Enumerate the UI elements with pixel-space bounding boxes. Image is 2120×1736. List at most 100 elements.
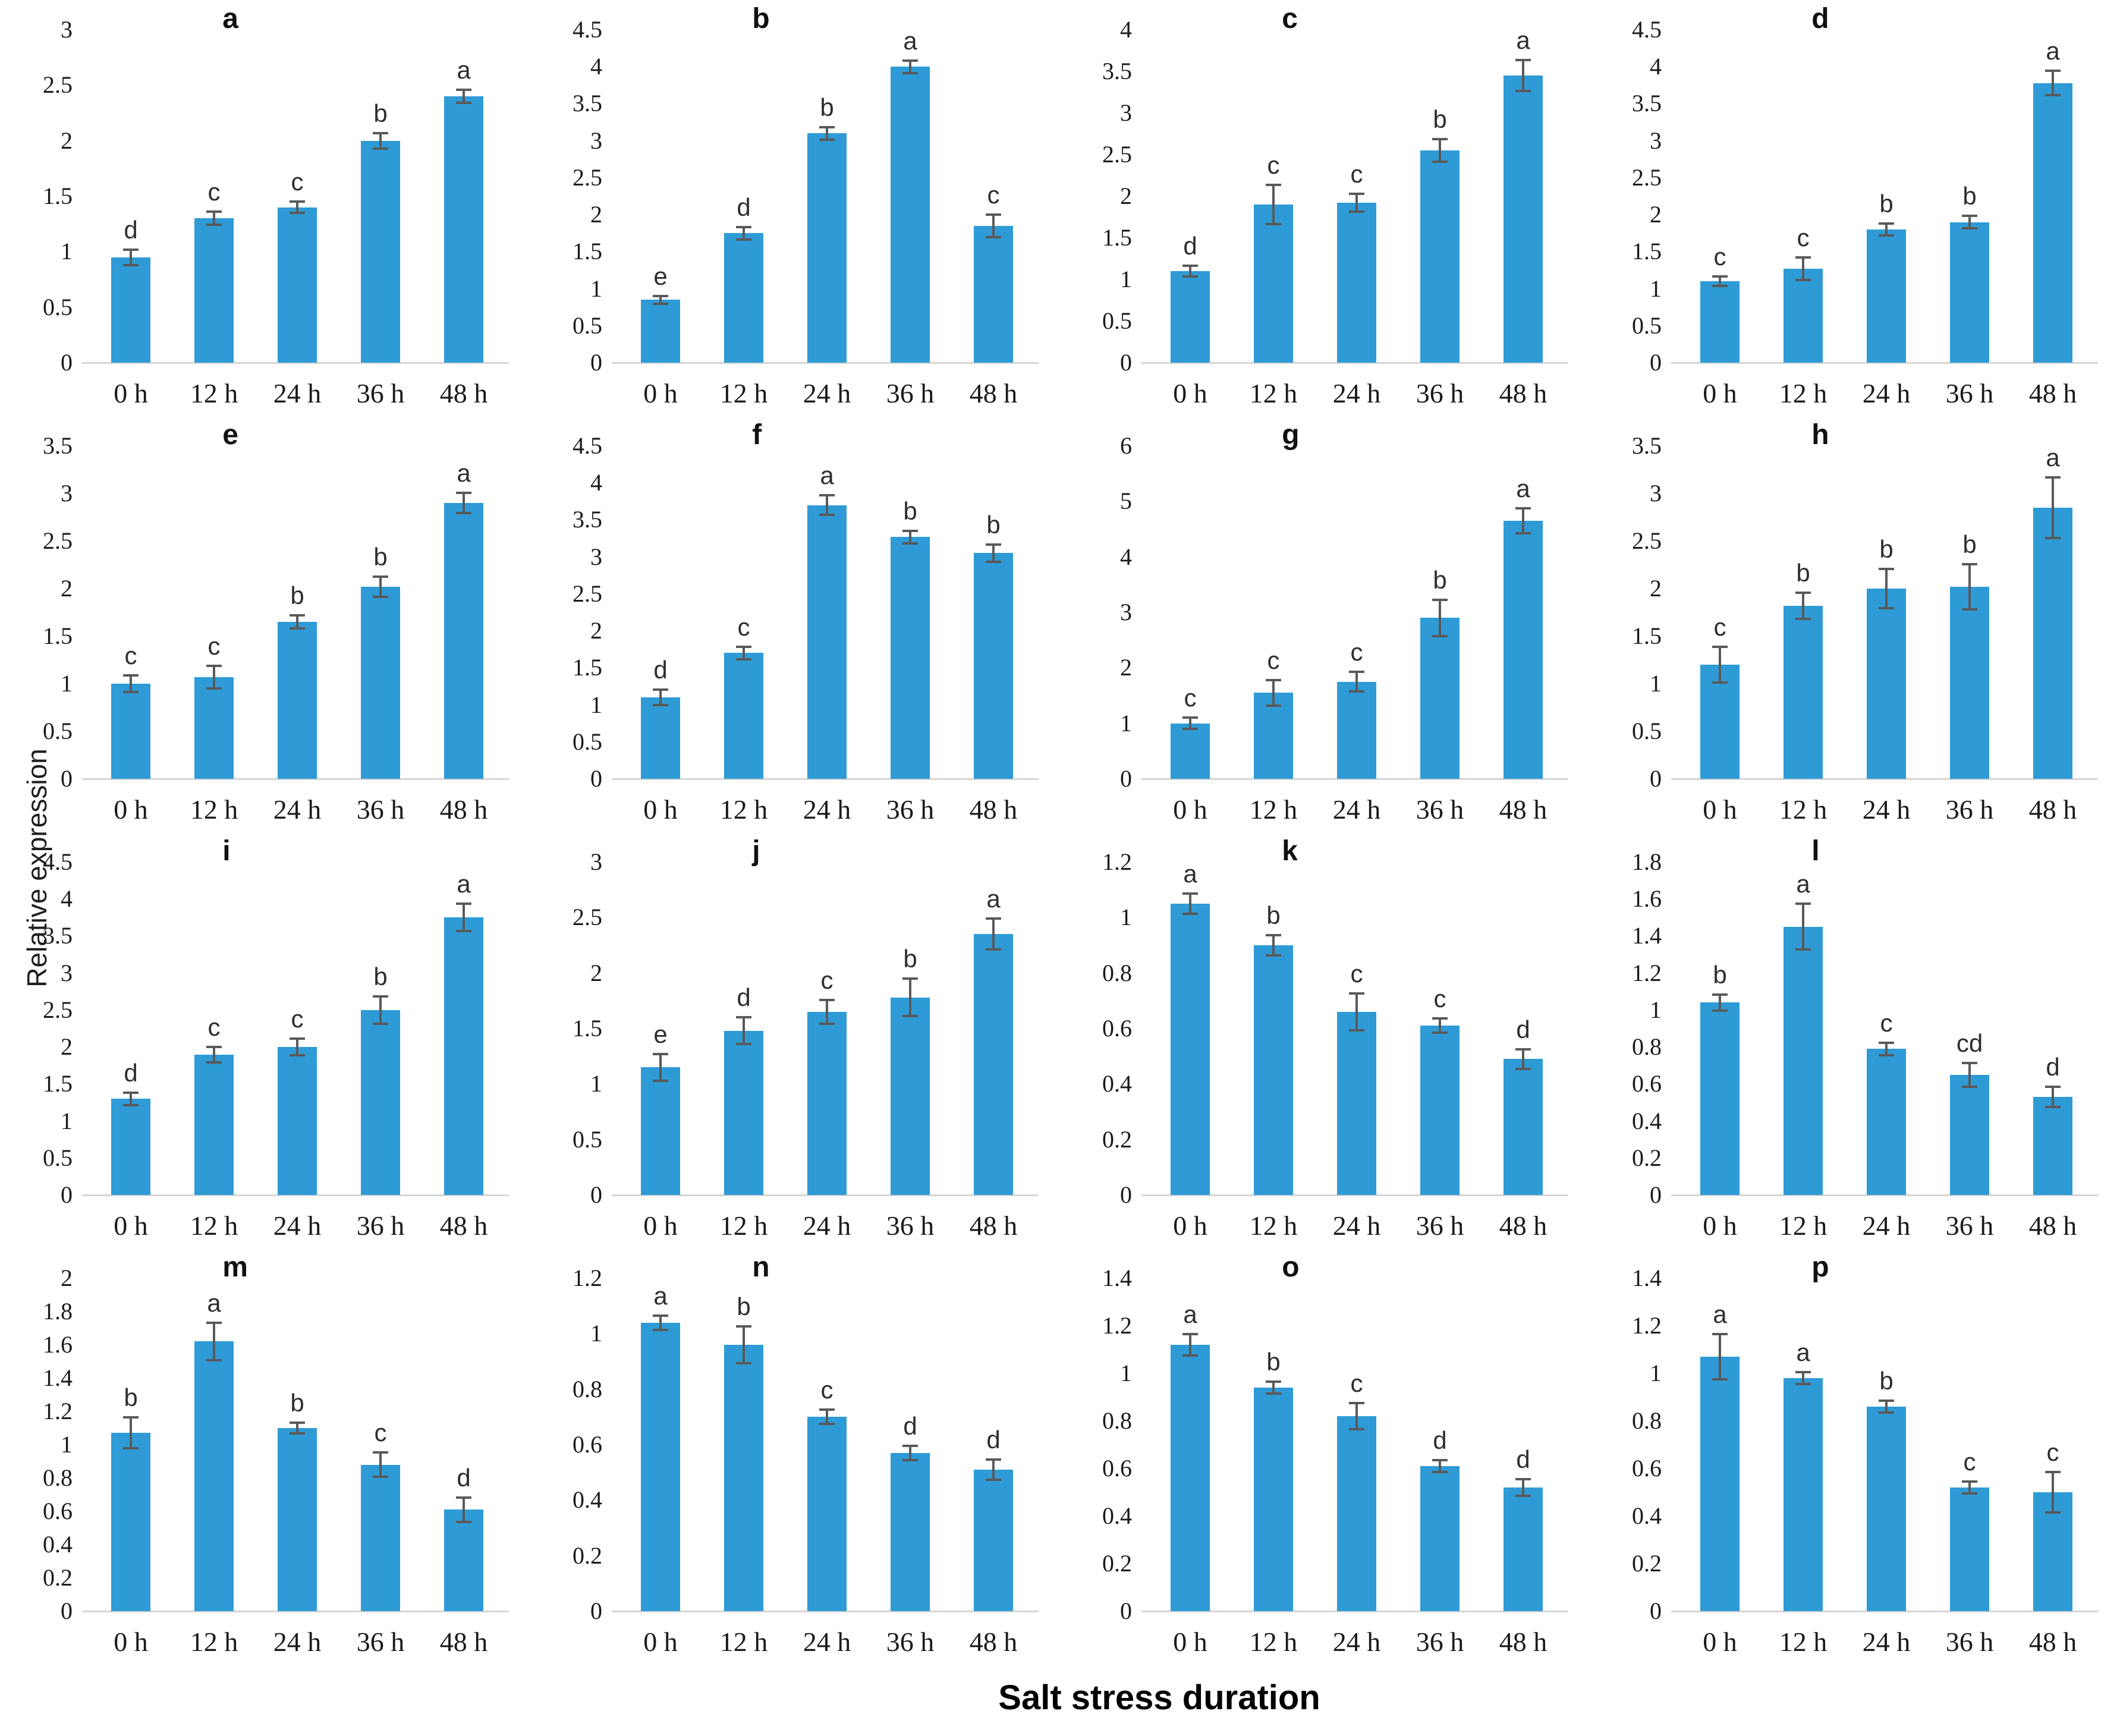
bar: [1950, 1074, 1989, 1195]
panel-letter: k: [1282, 835, 1298, 867]
bar: [891, 1453, 930, 1611]
error-bar-stem: [379, 575, 382, 598]
error-bar-cap-top: [986, 213, 1001, 216]
error-bar-cap-top: [1962, 215, 1977, 218]
error-bar-cap-top: [1432, 138, 1448, 140]
error-bar-cap-bottom: [1879, 607, 1894, 610]
y-tick-label: 1.8: [43, 1298, 73, 1325]
y-tick-label: 0.8: [1632, 1033, 1662, 1061]
bar: [361, 140, 400, 363]
error-bar-stem: [743, 1325, 745, 1364]
error-bar: [2044, 1471, 2061, 1514]
error-bar: [372, 1451, 389, 1478]
error-bar-cap-bottom: [1349, 1428, 1364, 1430]
error-bar-cap-top: [1879, 1400, 1894, 1402]
significance-letter: d: [986, 1426, 1001, 1454]
bar: [1171, 723, 1210, 779]
y-tick-label: 0.2: [1632, 1144, 1662, 1171]
y-tick-label: 0: [61, 349, 73, 376]
x-category-label: 0 h: [114, 1210, 148, 1241]
error-bar: [985, 213, 1002, 238]
significance-letter: a: [457, 458, 471, 487]
significance-letter: d: [1516, 1445, 1530, 1473]
x-category-label: 36 h: [1945, 1627, 1994, 1657]
error-bar-stem: [1272, 184, 1275, 225]
error-bar: [372, 995, 389, 1025]
x-axis-line: [1671, 778, 2098, 780]
y-tick-label: 3: [590, 848, 602, 875]
y-tick-label: 0.6: [1102, 1455, 1132, 1482]
x-category-label: 36 h: [356, 1210, 405, 1241]
error-bar-stem: [1802, 902, 1804, 951]
significance-letter: a: [1796, 870, 1810, 898]
error-bar-cap-top: [1515, 1478, 1531, 1480]
panel-j: j 0 0.5 1 1.5 2 2.5 3 e 0 h d 12 h c 24 h b 36 h a 48 h: [530, 832, 1059, 1248]
error-bar-cap-bottom: [2045, 1511, 2061, 1514]
bar: [1950, 1487, 1989, 1611]
error-bar-cap-top: [290, 200, 305, 203]
y-tick-label: 0.5: [573, 728, 602, 755]
panel-f: f 0 0.5 1 1.5 2 2.5 3 3.5 4 4.5 d 0 h c 12 h a 24 h b 36 h…: [530, 416, 1059, 832]
error-bar-cap-top: [986, 917, 1001, 920]
x-category-label: 12 h: [1779, 794, 1828, 825]
error-bar: [1265, 184, 1282, 225]
significance-letter: c: [2046, 1438, 2059, 1466]
error-bar-cap-top: [986, 543, 1001, 546]
significance-letter: b: [373, 963, 388, 990]
error-bar-stem: [213, 1045, 215, 1064]
error-bar-stem: [1355, 671, 1358, 693]
panel-letter: o: [1282, 1251, 1300, 1283]
error-bar: [819, 493, 835, 517]
error-bar-cap-bottom: [123, 1103, 139, 1106]
bar: [1700, 1002, 1740, 1195]
error-bar-cap-top: [1182, 264, 1198, 267]
significance-letter: a: [1713, 1300, 1727, 1328]
error-bar: [1878, 1041, 1895, 1056]
error-bar-stem: [130, 248, 132, 266]
y-tick-label: 2.5: [573, 163, 602, 191]
error-bar: [735, 1325, 752, 1364]
x-category-label: 48 h: [1499, 794, 1547, 825]
error-bar-cap-bottom: [902, 542, 918, 545]
y-tick-label: 1.5: [43, 1070, 73, 1097]
error-bar-cap-bottom: [986, 948, 1001, 951]
y-tick-label: 1.2: [573, 1265, 602, 1291]
x-axis-line: [1141, 778, 1568, 780]
error-bar: [1348, 1402, 1365, 1430]
bar: [444, 503, 483, 779]
error-bar-cap-top: [736, 1325, 751, 1328]
bar: [1950, 222, 1989, 363]
significance-letter: b: [820, 93, 834, 121]
error-bar-cap-bottom: [1349, 210, 1364, 213]
error-bar-cap-top: [123, 1416, 139, 1419]
panel-b: b 0 0.5 1 1.5 2 2.5 3 3.5 4 4.5 e 0 h d 12 h b 24 h a 36 h…: [530, 0, 1059, 416]
y-tick-label: 4.5: [573, 16, 602, 43]
error-bar: [122, 1091, 139, 1106]
y-tick-label: 0: [1650, 1181, 1662, 1208]
bar: [1420, 1026, 1460, 1195]
significance-letter: b: [124, 1383, 138, 1412]
plot-area: 0 0.5 1 1.5 2 2.5 3 3.5 4 4.5 e 0 h d 12 h b 24 h a 36 h c…: [573, 17, 1039, 408]
error-bar-cap-bottom: [736, 1043, 751, 1045]
panel-letter: d: [1811, 3, 1829, 34]
significance-letter: b: [1879, 189, 1893, 218]
error-bar: [2044, 476, 2061, 539]
bar: [1420, 1466, 1460, 1611]
error-bar: [1878, 1400, 1895, 1414]
error-bar: [1432, 1017, 1448, 1034]
x-category-label: 24 h: [1332, 794, 1381, 825]
error-bar: [1515, 1048, 1531, 1070]
y-tick-label: 0.5: [1632, 312, 1662, 339]
x-category-label: 36 h: [1945, 794, 1994, 825]
y-tick-label: 0.8: [573, 1375, 602, 1402]
error-bar-stem: [379, 995, 382, 1025]
error-bar-stem: [296, 1037, 298, 1057]
panel-c: c 0 0.5 1 1.5 2 2.5 3 3.5 4 d 0 h c 12 h c 24 h b 36 h a 48…: [1059, 0, 1589, 416]
y-tick-label: 0.5: [1632, 718, 1662, 744]
plot-area: 0 0.2 0.4 0.6 0.8 1 1.2 1.4 a 0 h a 12 h b 24 h c 36 h c…: [1632, 1265, 2098, 1657]
x-category-label: 12 h: [1779, 378, 1828, 408]
x-category-label: 36 h: [1416, 1210, 1464, 1241]
error-bar: [206, 665, 222, 690]
y-tick-label: 0: [1650, 765, 1662, 792]
x-category-label: 0 h: [114, 378, 148, 408]
